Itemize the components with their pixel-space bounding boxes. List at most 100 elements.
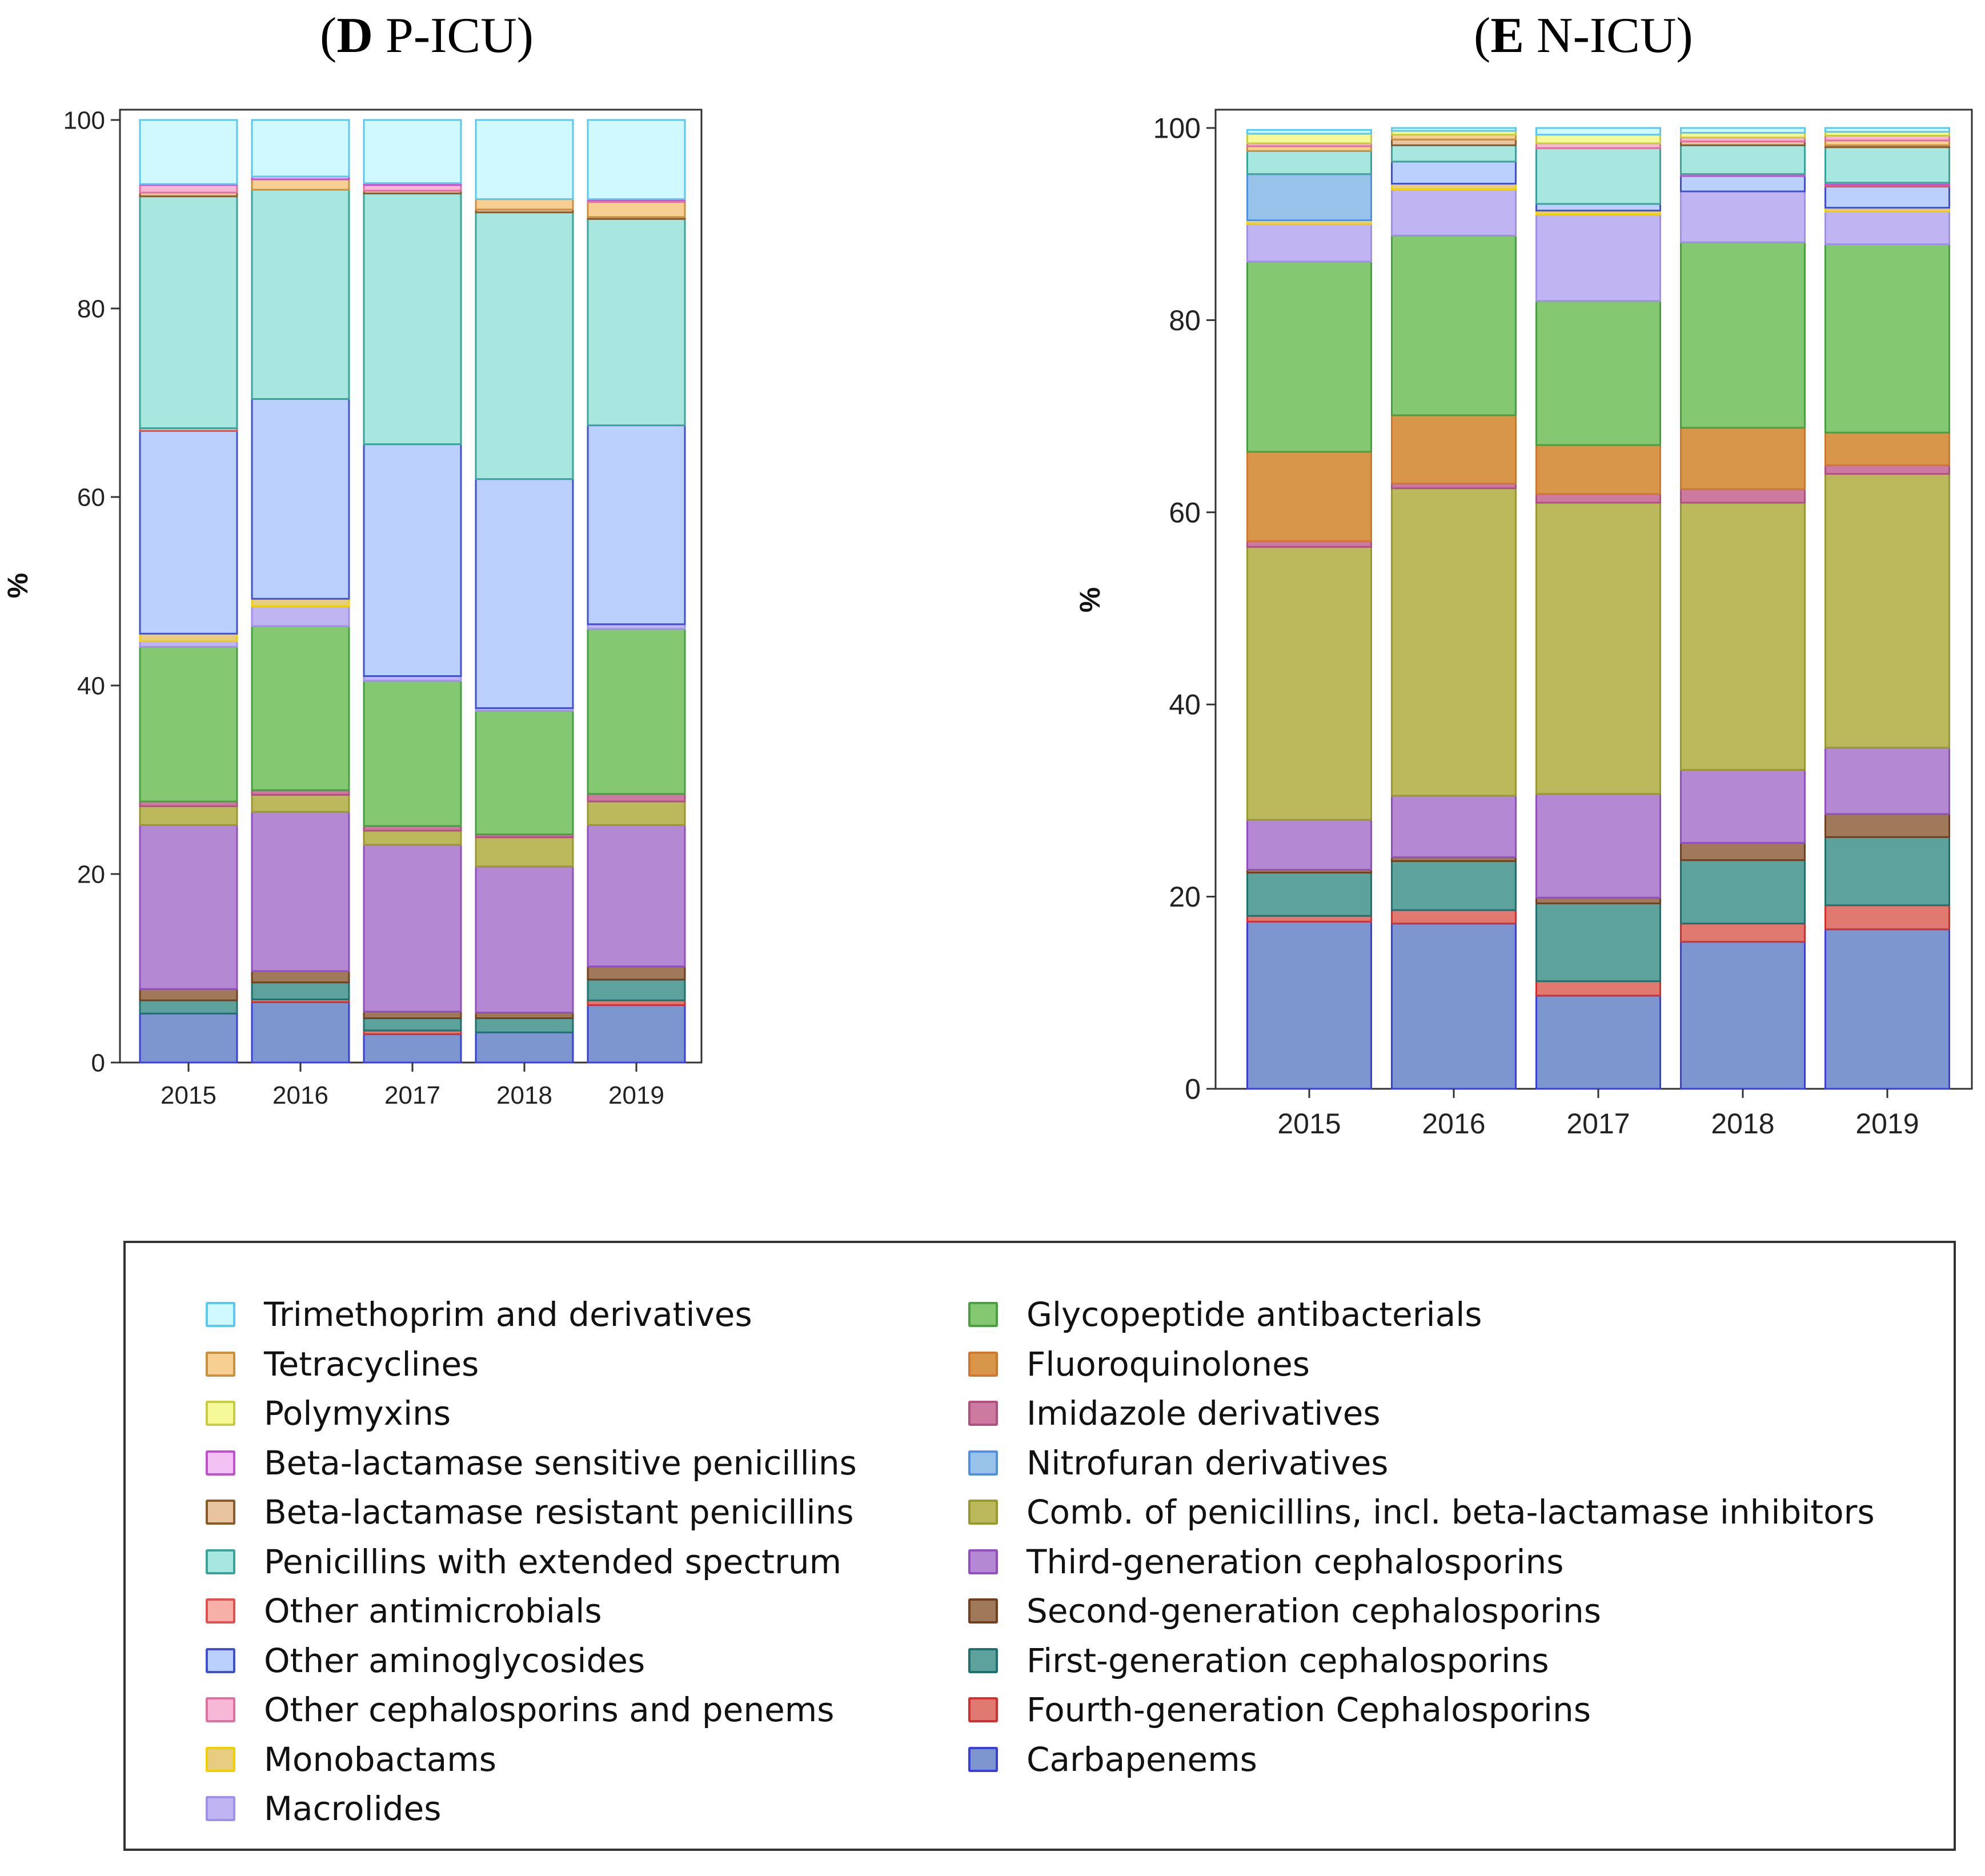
legend-item-other-antimicrobials: Other antimicrobials <box>206 1586 857 1636</box>
legend-label: Trimethoprim and derivatives <box>264 1295 752 1334</box>
legend-item-tetracyclines: Tetracyclines <box>206 1340 857 1389</box>
bar-segment-first-generation-cephalosporins-2019 <box>587 979 686 1001</box>
y-tick-label: 0 <box>91 1049 105 1077</box>
bar-segment-third-generation-cephalosporins-2019 <box>1824 747 1950 815</box>
legend-label: Monobactams <box>264 1739 497 1779</box>
bar-segment-carbapenems-2017 <box>1535 995 1661 1090</box>
bar-segment-carbapenems-2017 <box>363 1033 462 1064</box>
bar-segment-comb-of-penicillins-incl-beta-lactamase-inhibitors-2015 <box>139 805 238 826</box>
bar-segment-first-generation-cephalosporins-2018 <box>475 1017 574 1033</box>
x-tick-label: 2019 <box>608 1081 664 1109</box>
bar-segment-first-generation-cephalosporins-2017 <box>1535 902 1661 983</box>
legend-item-trimethoprim-and-derivatives: Trimethoprim and derivatives <box>206 1290 857 1340</box>
bar-stack-2015 <box>1246 129 1372 1090</box>
bar-stack-2017 <box>363 119 462 1064</box>
bar-stack-2016 <box>251 119 350 1064</box>
bar-segment-penicillins-with-extended-spectrum-2019 <box>587 218 686 427</box>
legend-swatch <box>206 1647 235 1673</box>
legend-swatch <box>206 1401 235 1426</box>
legend-label: Third-generation cephalosporins <box>1026 1542 1564 1581</box>
legend-item-fourth-generation-cephalosporins: Fourth-generation Cephalosporins <box>968 1685 1875 1735</box>
bar-segment-trimethoprim-and-derivatives-2016 <box>251 119 350 178</box>
bar-segment-other-aminoglycosides-2019 <box>587 424 686 626</box>
stacked-bar-figure: 0 20 40 60 80 100% 2015 2016 2017 2018 2019 0 20 40 60… <box>2 106 1973 1140</box>
legend-item-imidazole-derivatives: Imidazole derivatives <box>968 1389 1875 1438</box>
bar-segment-penicillins-with-extended-spectrum-2018 <box>475 211 574 480</box>
bar-segment-glycopeptide-antibacterials-2019 <box>587 628 686 795</box>
bar-segment-glycopeptide-antibacterials-2017 <box>1535 300 1661 446</box>
legend-item-other-aminoglycosides: Other aminoglycosides <box>206 1636 857 1686</box>
x-tick-label: 2018 <box>496 1081 552 1109</box>
y-tick-label: 60 <box>77 483 105 511</box>
bar-segment-other-aminoglycosides-2016 <box>1391 161 1517 185</box>
y-tick-label: 40 <box>1169 689 1201 721</box>
bar-segment-carbapenems-2019 <box>587 1004 686 1064</box>
bar-segment-third-generation-cephalosporins-2016 <box>251 811 350 972</box>
legend-swatch <box>206 1500 235 1525</box>
bar-segment-comb-of-penicillins-incl-beta-lactamase-inhibitors-2017 <box>1535 502 1661 795</box>
bar-segment-trimethoprim-and-derivatives-2017 <box>363 119 462 185</box>
bar-segment-trimethoprim-and-derivatives-2015 <box>1246 129 1372 135</box>
legend-swatch <box>968 1500 998 1525</box>
bar-segment-comb-of-penicillins-incl-beta-lactamase-inhibitors-2019 <box>587 800 686 826</box>
bar-segment-imidazole-derivatives-2015 <box>1246 540 1372 548</box>
bar-stack-2015 <box>139 119 238 1064</box>
bar-segment-trimethoprim-and-derivatives-2018 <box>1680 127 1806 134</box>
bar-segment-second-generation-cephalosporins-2016 <box>251 970 350 984</box>
bar-segment-other-aminoglycosides-2017 <box>363 443 462 677</box>
legend-item-fluoroquinolones: Fluoroquinolones <box>968 1340 1875 1389</box>
legend-label: Beta-lactamase resistant penicillins <box>264 1493 854 1532</box>
bar-segment-second-generation-cephalosporins-2017 <box>1535 896 1661 904</box>
legend-label: Second-generation cephalosporins <box>1026 1592 1601 1631</box>
bar-segment-polymyxins-2015 <box>1246 133 1372 145</box>
legend-swatch <box>968 1302 998 1328</box>
x-tick-label: 2016 <box>272 1081 328 1109</box>
bar-segment-other-cephalosporins-and-penems-2015 <box>139 184 238 194</box>
legend-swatch <box>968 1746 998 1772</box>
bar-segment-carbapenems-2018 <box>475 1031 574 1064</box>
y-tick-label: 100 <box>63 106 105 134</box>
x-tick-label: 2017 <box>1566 1108 1630 1140</box>
bar-segment-carbapenems-2015 <box>139 1012 238 1064</box>
legend-swatch <box>968 1647 998 1673</box>
x-tick-label: 2017 <box>384 1081 440 1109</box>
bar-segment-comb-of-penicillins-incl-beta-lactamase-inhibitors-2018 <box>1680 502 1806 771</box>
legend-box: Trimethoprim and derivatives Tetracycline… <box>123 1241 1956 1851</box>
legend-item-second-generation-cephalosporins: Second-generation cephalosporins <box>968 1586 1875 1636</box>
y-tick-label: 40 <box>77 672 105 700</box>
legend-item-beta-lactamase-resistant-penicillins: Beta-lactamase resistant penicillins <box>206 1488 857 1537</box>
bar-segment-second-generation-cephalosporins-2015 <box>139 988 238 1001</box>
legend-label: Penicillins with extended spectrum <box>264 1542 842 1581</box>
legend-label: Beta-lactamase sensitive penicillins <box>264 1443 857 1482</box>
y-axis-label: % <box>1074 587 1106 612</box>
bar-segment-trimethoprim-and-derivatives-2019 <box>1824 127 1950 133</box>
bar-segment-imidazole-derivatives-2019 <box>1824 464 1950 475</box>
bar-segment-penicillins-with-extended-spectrum-2015 <box>139 195 238 430</box>
bar-segment-fluoroquinolones-2016 <box>1391 414 1517 484</box>
legend-label: Other aminoglycosides <box>264 1641 645 1680</box>
legend-swatch <box>968 1450 998 1476</box>
legend-item-macrolides: Macrolides <box>206 1784 857 1834</box>
legend-label: Macrolides <box>264 1789 442 1829</box>
bar-segment-penicillins-with-extended-spectrum-2016 <box>251 189 350 400</box>
bar-segment-other-aminoglycosides-2015 <box>139 430 238 635</box>
bar-segment-glycopeptide-antibacterials-2019 <box>1824 243 1950 434</box>
bar-segment-macrolides-2015 <box>1246 223 1372 263</box>
bar-segment-second-generation-cephalosporins-2019 <box>1824 813 1950 838</box>
legend-item-polymyxins: Polymyxins <box>206 1389 857 1438</box>
bar-segment-third-generation-cephalosporins-2019 <box>587 824 686 968</box>
bar-segment-first-generation-cephalosporins-2016 <box>251 981 350 1000</box>
panel-title-e: (E N-ICU) <box>1474 8 1693 63</box>
bar-segment-first-generation-cephalosporins-2015 <box>1246 872 1372 917</box>
bar-segment-second-generation-cephalosporins-2017 <box>363 1011 462 1019</box>
legend-label: Comb. of penicillins, incl. beta-lactama… <box>1026 1493 1875 1532</box>
x-tick-label: 2015 <box>161 1081 216 1109</box>
bar-segment-penicillins-with-extended-spectrum-2017 <box>363 193 462 446</box>
x-tick-label: 2018 <box>1711 1108 1774 1140</box>
bar-segment-other-aminoglycosides-2018 <box>475 478 574 709</box>
bar-segment-other-aminoglycosides-2016 <box>251 398 350 600</box>
bar-segment-first-generation-cephalosporins-2019 <box>1824 836 1950 907</box>
legend-label: Other cephalosporins and penems <box>264 1690 835 1730</box>
bar-segment-fourth-generation-cephalosporins-2018 <box>1680 923 1806 943</box>
bar-segment-imidazole-derivatives-2019 <box>587 793 686 803</box>
